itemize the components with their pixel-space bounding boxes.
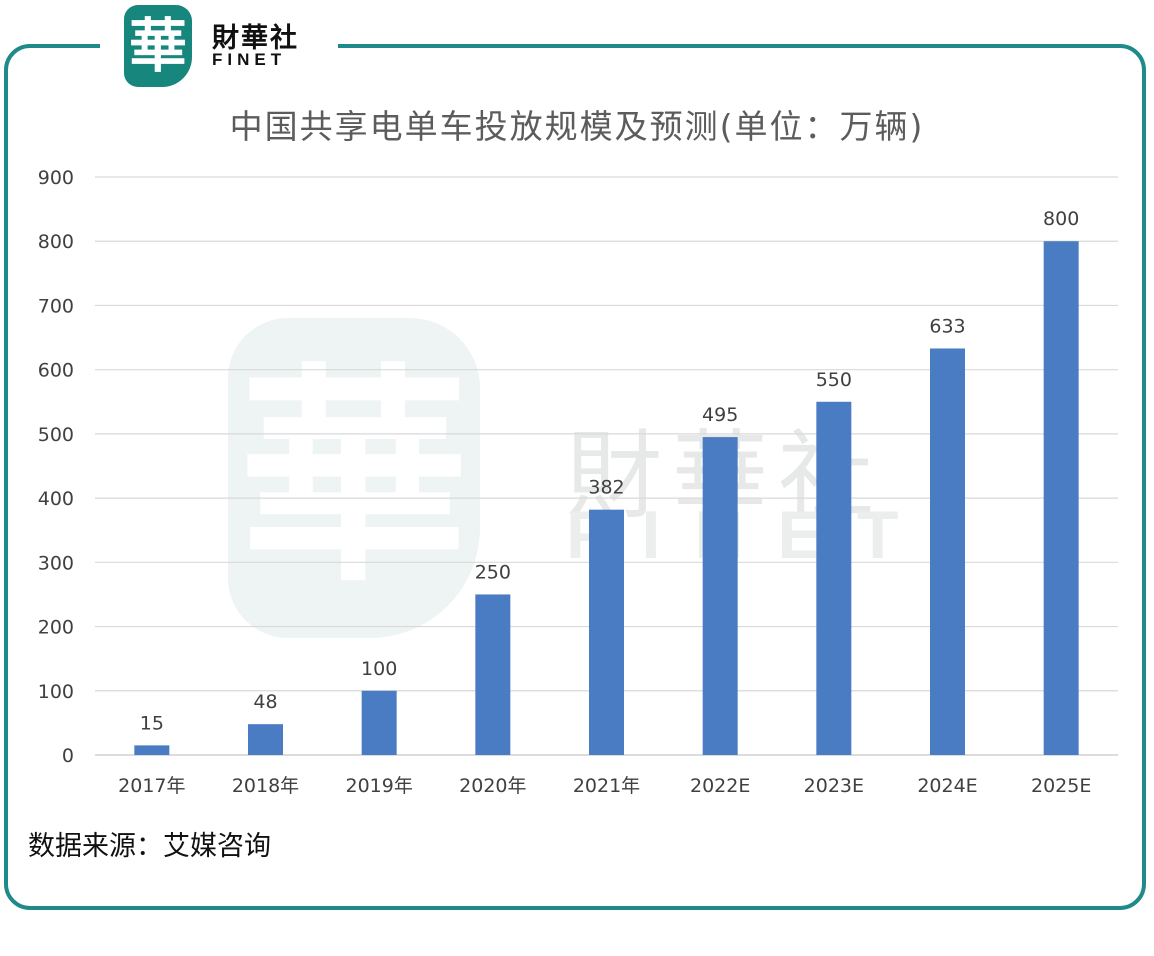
bar (930, 348, 965, 755)
y-tick-label: 300 (38, 552, 74, 574)
watermark-logo-icon: 華 (228, 318, 480, 638)
bar (1043, 241, 1079, 755)
bar (816, 401, 852, 755)
data-label: 15 (140, 712, 164, 734)
bar (702, 437, 738, 755)
y-tick-label: 700 (38, 295, 74, 317)
chart-frame (4, 44, 1146, 910)
y-tick-label: 400 (38, 488, 74, 510)
y-tick-label: 600 (38, 360, 74, 382)
x-tick-label: 2024E (917, 775, 977, 797)
data-label: 250 (475, 561, 511, 583)
data-label: 633 (929, 315, 965, 337)
logo-name-cn: 財華社 (212, 23, 299, 54)
y-tick-label: 100 (38, 681, 74, 703)
y-tick-label: 500 (38, 424, 74, 446)
data-label: 550 (816, 369, 852, 391)
x-tick-label: 2022E (690, 775, 750, 797)
data-label: 495 (702, 404, 738, 426)
data-label: 800 (1043, 208, 1079, 230)
y-tick-label: 800 (38, 231, 74, 253)
x-tick-label: 2021年 (573, 775, 640, 797)
data-label: 382 (588, 477, 624, 499)
x-tick-label: 2023E (804, 775, 864, 797)
x-tick-label: 2018年 (232, 775, 299, 797)
chart-title: 中国共享电单车投放规模及预测(单位：万辆) (229, 107, 925, 146)
logo-name-en: FINET (212, 50, 287, 69)
data-source: 数据来源：艾媒咨询 (28, 831, 271, 862)
data-label: 100 (361, 658, 397, 680)
bar (475, 594, 511, 755)
x-tick-label: 2020年 (459, 775, 526, 797)
x-tick-label: 2017年 (118, 775, 185, 797)
x-tick-label: 2019年 (345, 775, 412, 797)
bar (248, 724, 283, 755)
bar (134, 745, 170, 755)
finet-logo-icon: 華 (124, 5, 192, 87)
y-tick-label: 200 (38, 617, 74, 639)
bar (589, 509, 624, 755)
x-tick-label: 2025E (1031, 775, 1091, 797)
data-label: 48 (253, 691, 277, 713)
y-tick-label: 900 (38, 167, 74, 189)
bar (361, 690, 397, 755)
y-tick-label: 0 (62, 745, 74, 767)
